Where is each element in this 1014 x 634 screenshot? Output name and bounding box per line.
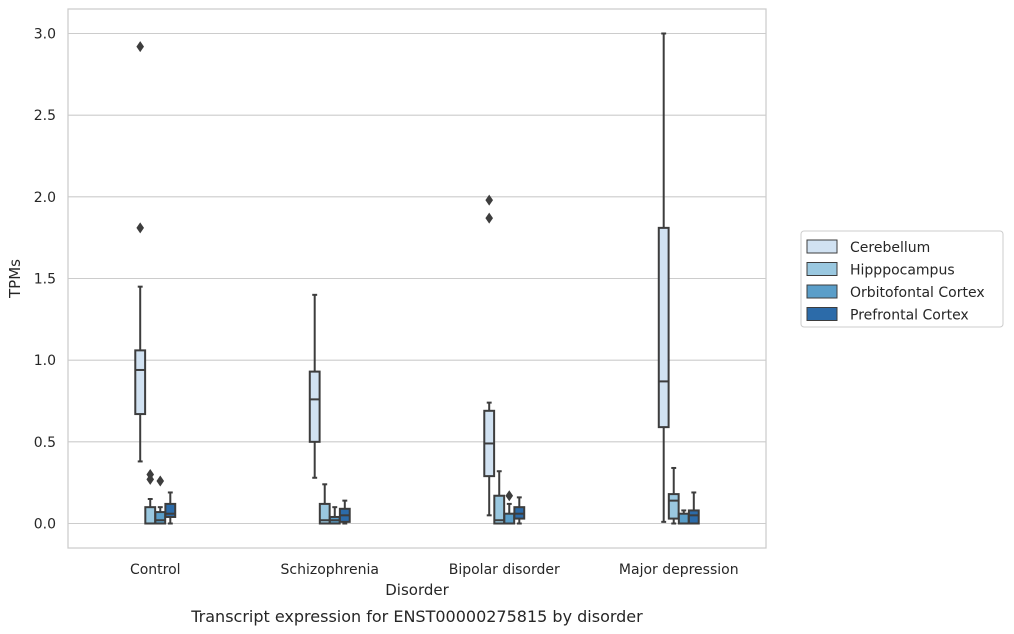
- box-2-3: [493, 470, 506, 525]
- legend-swatch: [806, 239, 838, 254]
- outlier-point: [146, 469, 155, 480]
- box-body: [144, 506, 157, 525]
- box-body: [493, 494, 506, 525]
- legend-frame: [800, 230, 1004, 328]
- y-axis-label: TPMs: [6, 259, 24, 299]
- legend-label: Prefrontal Cortex: [850, 308, 969, 324]
- outlier-point: [485, 194, 493, 206]
- y-tick-label: 0.5: [34, 435, 56, 451]
- legend-label: Hipppocampus: [850, 263, 955, 279]
- x-tick-label: Bipolar disorder: [449, 562, 560, 578]
- box-body: [164, 502, 177, 518]
- legend-swatch: [806, 307, 838, 321]
- legend-label: Cerebellum: [850, 240, 930, 256]
- box-2-2: [318, 483, 331, 525]
- outlier-point: [156, 475, 165, 487]
- y-tick-label: 3.0: [34, 27, 56, 43]
- y-tick-label: 2.5: [34, 108, 56, 124]
- legend-swatch: [806, 262, 838, 276]
- box-4-4: [687, 491, 700, 525]
- box-body: [677, 512, 690, 525]
- box-2-1: [144, 469, 157, 525]
- legend-label: Orbitofontal Cortex: [850, 285, 985, 301]
- box-1-4: [657, 32, 670, 523]
- box-1-1: [134, 41, 147, 463]
- box-3-2: [328, 506, 341, 525]
- outlier-point: [136, 41, 144, 53]
- box-body: [687, 509, 700, 525]
- box-4-2: [338, 499, 351, 525]
- box-3-4: [677, 509, 690, 525]
- box-1-3: [483, 194, 496, 517]
- box-4-3: [513, 496, 526, 525]
- box-body: [657, 226, 670, 429]
- legend-swatch: [806, 284, 838, 299]
- grid-layer: [68, 32, 766, 525]
- box-3-3: [503, 490, 516, 525]
- plot-frame: [67, 8, 767, 549]
- x-tick-label: Schizophrenia: [281, 562, 379, 578]
- y-tick-label: 1.5: [34, 272, 56, 288]
- box-body: [154, 511, 167, 525]
- box-body: [318, 502, 331, 525]
- box-4-1: [164, 491, 177, 525]
- outlier-point: [505, 490, 514, 502]
- x-tick-label: Major depression: [619, 562, 739, 578]
- box-body: [308, 370, 321, 443]
- box-2-4: [667, 466, 680, 525]
- y-tick-labels: 0.0 0.5 1.0 1.5 2.0 2.5 3.0: [34, 27, 56, 533]
- y-tick-label: 2.0: [34, 190, 56, 206]
- box-body: [667, 493, 680, 520]
- box-body: [134, 349, 147, 416]
- x-axis-label: Disorder: [385, 581, 449, 599]
- legend: Cerebellum Hipppocampus Orbitofontal Corte…: [800, 230, 1004, 328]
- outlier-point: [485, 212, 493, 224]
- y-tick-label: 0.0: [34, 517, 56, 533]
- box-1-2: [308, 293, 321, 479]
- box-layer: [134, 32, 700, 525]
- y-tick-label: 1.0: [34, 353, 56, 369]
- box-body: [503, 512, 516, 525]
- chart-caption: Transcript expression for ENST0000027581…: [190, 607, 643, 626]
- box-3-1: [154, 475, 167, 525]
- x-tick-labels: Control Schizophrenia Bipolar disorder Majo…: [130, 562, 739, 578]
- x-tick-label: Control: [130, 562, 181, 578]
- outlier-point: [136, 222, 144, 234]
